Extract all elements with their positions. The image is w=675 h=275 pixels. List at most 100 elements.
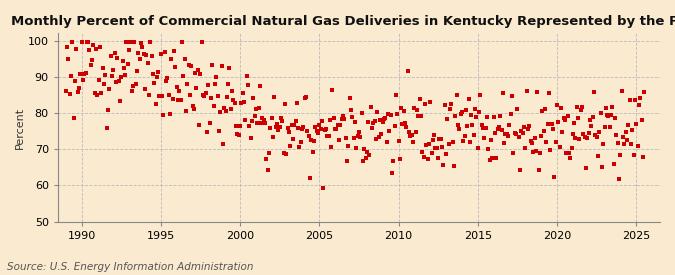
Point xyxy=(532,90,543,94)
Point xyxy=(170,65,181,69)
Point xyxy=(605,113,616,117)
Point xyxy=(289,123,300,127)
Point xyxy=(273,128,284,133)
Point xyxy=(294,145,305,149)
Point xyxy=(153,69,163,74)
Point xyxy=(142,60,153,65)
Point xyxy=(513,135,524,139)
Point xyxy=(637,155,648,160)
Point xyxy=(597,165,608,169)
Point xyxy=(144,93,155,97)
Point xyxy=(223,82,234,86)
Point xyxy=(546,122,557,126)
Point xyxy=(587,115,598,119)
Point xyxy=(116,75,127,79)
Point xyxy=(404,130,414,134)
Point xyxy=(296,140,306,144)
Point xyxy=(109,51,120,55)
Point xyxy=(261,157,272,161)
Point xyxy=(75,72,86,76)
Point xyxy=(325,118,335,122)
Point xyxy=(630,98,641,102)
Point xyxy=(206,96,217,101)
Point xyxy=(346,108,356,112)
Point xyxy=(481,114,492,119)
Point xyxy=(82,40,92,45)
Point xyxy=(313,130,323,135)
Point xyxy=(541,140,552,145)
Point xyxy=(402,69,413,73)
Point xyxy=(427,138,438,142)
Point xyxy=(562,114,573,119)
Point xyxy=(342,159,352,163)
Point xyxy=(627,128,638,132)
Point xyxy=(217,142,228,147)
Point xyxy=(212,93,223,98)
Point xyxy=(586,124,597,128)
Point xyxy=(167,97,178,101)
Point xyxy=(148,72,159,76)
Point xyxy=(194,122,205,127)
Point xyxy=(256,121,267,126)
Point xyxy=(569,120,580,125)
Point xyxy=(284,130,294,134)
Point xyxy=(602,113,613,117)
Point xyxy=(254,84,265,89)
Point xyxy=(352,134,363,138)
Point xyxy=(472,145,483,150)
Point xyxy=(199,94,210,98)
Point xyxy=(401,125,412,129)
Point xyxy=(408,140,418,144)
Point xyxy=(511,131,522,136)
Point xyxy=(464,139,475,144)
Point xyxy=(319,128,330,132)
Point xyxy=(125,40,136,45)
Point xyxy=(71,47,82,51)
Point xyxy=(591,135,602,139)
Point xyxy=(282,126,293,130)
Point xyxy=(177,40,188,45)
Point xyxy=(405,134,416,138)
Point xyxy=(616,89,627,93)
Point xyxy=(542,122,553,126)
Point xyxy=(578,132,589,136)
Point xyxy=(430,145,441,150)
Point xyxy=(456,110,467,114)
Point xyxy=(136,40,146,45)
Point xyxy=(545,147,556,152)
Point xyxy=(225,106,236,111)
Point xyxy=(213,129,224,133)
Point xyxy=(539,129,549,133)
Point xyxy=(463,96,474,101)
Point xyxy=(471,114,482,119)
Point xyxy=(396,106,406,110)
Point xyxy=(507,94,518,98)
Point xyxy=(615,153,626,157)
Point xyxy=(252,120,263,125)
Point xyxy=(298,125,309,130)
Point xyxy=(307,149,318,154)
Point xyxy=(130,82,141,86)
Text: Source: U.S. Energy Information Administration: Source: U.S. Energy Information Administ… xyxy=(7,262,253,272)
Point xyxy=(265,126,276,130)
Point xyxy=(64,92,75,96)
Point xyxy=(86,62,97,67)
Point xyxy=(60,89,71,94)
Point xyxy=(118,65,129,70)
Point xyxy=(372,109,383,114)
Point xyxy=(418,155,429,159)
Point xyxy=(495,114,506,118)
Point xyxy=(308,139,319,143)
Point xyxy=(604,125,615,130)
Point xyxy=(529,136,540,140)
Point xyxy=(483,146,493,151)
Point xyxy=(137,45,148,50)
Point xyxy=(607,105,618,109)
Point xyxy=(439,103,450,108)
Point xyxy=(278,150,289,155)
Point xyxy=(302,129,313,133)
Point xyxy=(452,122,463,127)
Point xyxy=(151,75,162,79)
Point xyxy=(99,82,109,86)
Point xyxy=(171,84,182,89)
